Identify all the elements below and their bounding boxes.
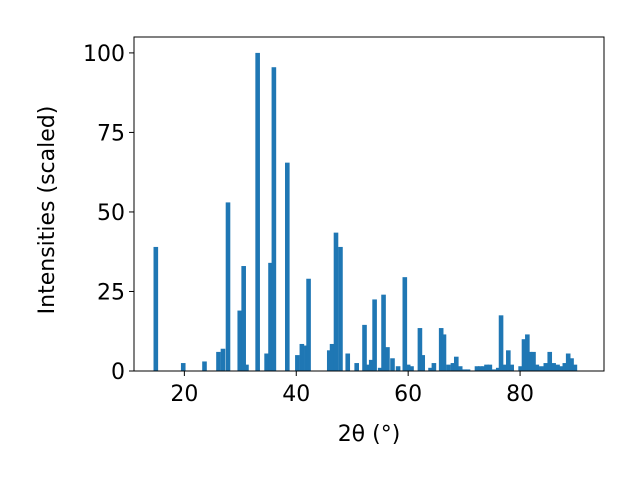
x-tick-label: 40 (282, 382, 310, 407)
bar (531, 351, 536, 371)
bar (495, 367, 501, 371)
bar (202, 361, 207, 371)
bar (365, 364, 371, 371)
bar (338, 246, 343, 371)
bar (457, 366, 463, 371)
bar (539, 366, 544, 371)
bar (484, 364, 489, 371)
bar (220, 348, 226, 371)
bar (446, 364, 451, 371)
bar (562, 363, 568, 371)
bar (521, 339, 527, 371)
bars-group (153, 52, 578, 372)
bar (345, 353, 351, 371)
bar (244, 364, 249, 371)
bar (180, 363, 186, 371)
bar (518, 366, 523, 371)
bar (565, 353, 571, 371)
bar (306, 278, 311, 371)
bar (409, 366, 414, 371)
y-tick-label: 100 (83, 42, 125, 67)
bar (381, 294, 386, 371)
bar (405, 364, 411, 371)
bar (390, 358, 395, 371)
bar (354, 363, 359, 371)
plot-frame (133, 36, 605, 372)
bar (543, 363, 549, 371)
bar (285, 162, 290, 371)
bar (569, 358, 574, 371)
bar (527, 351, 533, 371)
bar (377, 367, 383, 371)
bar (478, 366, 483, 371)
bar (551, 363, 556, 371)
bar (237, 310, 243, 371)
bar (395, 366, 401, 371)
x-tick-label: 20 (170, 382, 198, 407)
x-tick-label: 60 (394, 382, 422, 407)
bar (441, 334, 447, 371)
y-tick-label: 0 (111, 360, 125, 385)
bar (271, 67, 277, 371)
bar (368, 359, 374, 371)
bar (264, 353, 269, 371)
bar (299, 343, 305, 371)
bar (255, 52, 260, 372)
bar (450, 363, 456, 371)
bar (431, 363, 437, 371)
bar (491, 369, 497, 371)
bar (241, 266, 246, 371)
y-tick-label: 25 (97, 280, 125, 305)
x-axis-label: 2θ (°) (338, 422, 401, 447)
bar (502, 364, 508, 371)
bar (268, 262, 273, 371)
bar (547, 351, 553, 371)
bar (461, 369, 467, 371)
bar (474, 366, 480, 371)
x-tick-label: 80 (506, 382, 534, 407)
bar (465, 369, 471, 371)
bar (385, 347, 390, 371)
y-axis-ticks: 0 25 50 75 100 (83, 42, 134, 385)
bar (498, 315, 504, 371)
bar (216, 351, 221, 371)
bar (295, 355, 300, 371)
bar (487, 364, 493, 371)
bar (417, 328, 423, 371)
bar (329, 343, 335, 371)
bar (326, 350, 332, 371)
bar (428, 367, 433, 371)
x-axis-ticks: 20 40 60 80 (170, 371, 534, 407)
bar (402, 277, 408, 371)
bar (333, 232, 339, 371)
bar (372, 299, 377, 371)
bar (555, 364, 560, 371)
bar (420, 355, 426, 371)
bar (558, 366, 564, 371)
bar (481, 366, 486, 371)
y-tick-label: 75 (97, 121, 125, 146)
bar (438, 328, 444, 371)
bar (225, 202, 231, 371)
bar (362, 324, 367, 371)
bar (534, 364, 540, 371)
bar (153, 246, 159, 371)
bar (506, 350, 511, 371)
bar (509, 364, 514, 371)
y-tick-label: 50 (97, 201, 125, 226)
y-axis-label: Intensities (scaled) (35, 106, 60, 315)
bar (453, 356, 459, 371)
bar (572, 364, 578, 371)
bar (525, 334, 530, 371)
